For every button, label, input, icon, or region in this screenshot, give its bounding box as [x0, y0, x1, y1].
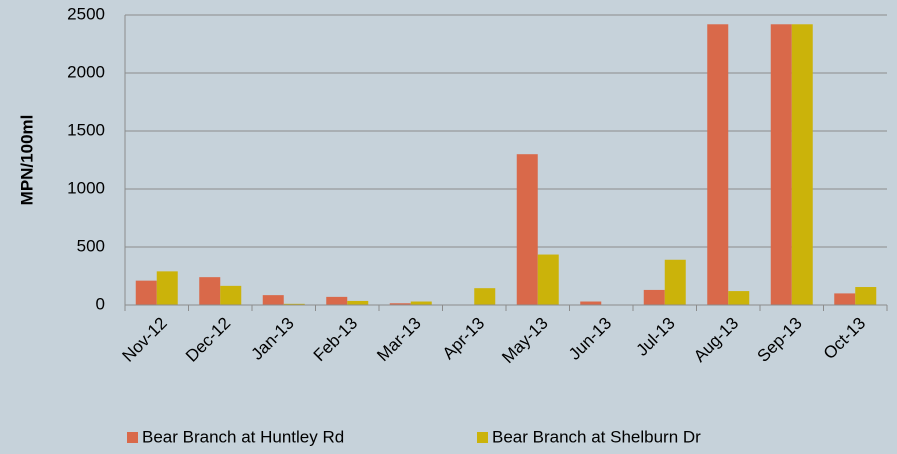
bar	[326, 296, 348, 305]
legend-swatch	[477, 432, 488, 443]
bar	[580, 301, 602, 305]
bar	[834, 293, 856, 305]
x-tick-label: Jan-13	[248, 314, 298, 364]
x-tick-label: May-13	[498, 314, 552, 368]
x-tick-label: Feb-13	[310, 314, 362, 366]
y-tick-label: 2500	[67, 4, 105, 23]
y-tick-label: 500	[77, 236, 105, 255]
x-tick-label: Jun-13	[565, 314, 615, 364]
y-tick-label: 2000	[67, 62, 105, 81]
bar	[516, 154, 538, 305]
bar	[728, 291, 750, 305]
y-axis-label: MPN/100ml	[17, 115, 36, 206]
bar	[664, 259, 686, 305]
bar	[262, 295, 284, 305]
x-tick-label: Dec-12	[182, 314, 234, 366]
bar	[855, 287, 877, 305]
bar	[707, 24, 729, 306]
bar	[283, 303, 305, 305]
y-tick-label: 0	[96, 294, 105, 313]
bar	[347, 300, 369, 305]
x-tick-label: Apr-13	[439, 314, 489, 364]
bar	[389, 303, 411, 305]
x-tick-label: Aug-13	[690, 314, 742, 366]
legend-swatch	[127, 432, 138, 443]
bar	[770, 24, 792, 306]
bar	[474, 288, 496, 305]
x-tick-label: Oct-13	[820, 314, 870, 364]
legend-label: Bear Branch at Huntley Rd	[142, 427, 344, 446]
bar	[135, 280, 157, 305]
x-tick-label: Mar-13	[373, 314, 425, 366]
x-tick-label: Jul-13	[633, 314, 679, 360]
bar	[156, 271, 178, 305]
bar	[199, 277, 221, 305]
x-tick-label: Nov-12	[119, 314, 171, 366]
bar	[643, 289, 665, 305]
x-tick-label: Sep-13	[754, 314, 806, 366]
bar	[220, 285, 242, 305]
y-tick-label: 1500	[67, 120, 105, 139]
bar	[410, 301, 432, 305]
bar	[537, 254, 559, 305]
legend-label: Bear Branch at Shelburn Dr	[492, 427, 701, 446]
bar	[791, 24, 813, 306]
y-tick-label: 1000	[67, 178, 105, 197]
